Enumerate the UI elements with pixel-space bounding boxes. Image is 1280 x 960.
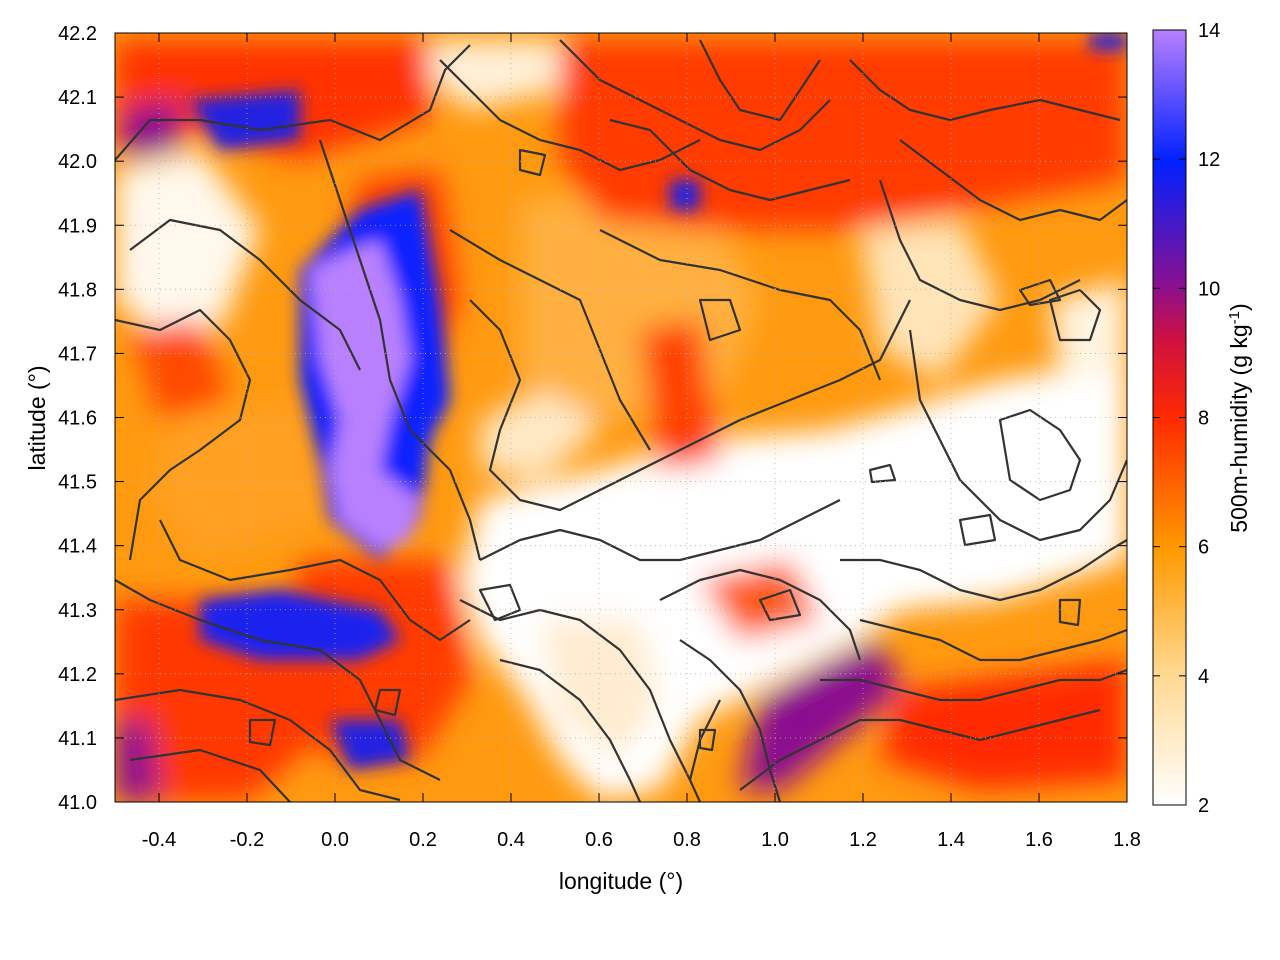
y-tick-label: 41.5 bbox=[58, 472, 97, 494]
x-tick-label: -0.4 bbox=[142, 829, 176, 851]
colorbar-ticks: 2 4 6 8 10 12 14 bbox=[1153, 20, 1220, 817]
x-tick-label: 0.8 bbox=[673, 829, 701, 851]
contour-line bbox=[1048, 288, 1102, 342]
x-tick-label: 1.6 bbox=[1025, 829, 1053, 851]
x-tick-label: 1.2 bbox=[849, 829, 877, 851]
contour-line bbox=[698, 728, 717, 752]
contour-line bbox=[599, 229, 882, 381]
colorbar-tick-label: 10 bbox=[1198, 278, 1220, 300]
contour-line bbox=[159, 519, 471, 642]
y-tick-label: 41.4 bbox=[58, 536, 97, 558]
contour-line bbox=[129, 218, 361, 371]
contour-line bbox=[373, 688, 402, 717]
contour-line bbox=[459, 599, 702, 802]
y-tick-label: 41.8 bbox=[58, 279, 97, 301]
elevation-contours bbox=[115, 39, 1127, 802]
y-tick-label: 42.0 bbox=[58, 151, 97, 173]
colorbar-tick-label: 8 bbox=[1198, 408, 1209, 430]
contour-line bbox=[849, 59, 1121, 122]
contour-line bbox=[115, 44, 471, 161]
x-tick-label: 0.6 bbox=[585, 829, 613, 851]
contour-line bbox=[958, 513, 997, 547]
contour-line bbox=[859, 618, 1127, 662]
contour-line bbox=[679, 639, 782, 802]
contour-line bbox=[698, 298, 742, 342]
contour-line bbox=[318, 139, 482, 561]
y-tick-label: 41.9 bbox=[58, 215, 97, 237]
contour-line bbox=[518, 148, 547, 177]
contour-line bbox=[739, 708, 1101, 791]
y-tick-label: 41.0 bbox=[58, 792, 97, 814]
contour-line bbox=[469, 299, 911, 512]
grid-lines bbox=[115, 32, 1128, 803]
contour-line bbox=[449, 229, 651, 451]
contour-line bbox=[878, 179, 1081, 312]
contour-line bbox=[129, 748, 291, 802]
x-axis-ticks: -0.4 -0.2 0.0 0.2 0.4 0.6 0.8 1.0 1.2 1.4 1.6 1.8 bbox=[142, 33, 1141, 851]
x-tick-label: 1.8 bbox=[1113, 829, 1141, 851]
contour-line bbox=[868, 463, 897, 484]
contour-line bbox=[1018, 278, 1062, 307]
contour-line bbox=[998, 408, 1082, 502]
y-tick-label: 41.1 bbox=[58, 728, 97, 750]
contour-line bbox=[840, 539, 1127, 602]
contour-line bbox=[820, 668, 1127, 702]
contour-line bbox=[248, 718, 277, 747]
x-axis-label: longitude (°) bbox=[559, 868, 683, 894]
y-axis-label: latitude (°) bbox=[24, 365, 50, 470]
y-tick-label: 41.3 bbox=[58, 600, 97, 622]
contour-line bbox=[115, 579, 441, 781]
contour-line bbox=[899, 139, 1127, 222]
colorbar-tick-label: 14 bbox=[1198, 20, 1220, 42]
heatmap-field-high bbox=[190, 33, 1127, 770]
x-tick-label: 1.0 bbox=[761, 829, 789, 851]
x-tick-label: 1.4 bbox=[937, 829, 965, 851]
colorbar-tick-label: 2 bbox=[1198, 795, 1209, 817]
x-tick-label: 0.2 bbox=[409, 829, 437, 851]
x-tick-label: -0.2 bbox=[230, 829, 264, 851]
contour-line bbox=[559, 39, 831, 152]
contour-line bbox=[1058, 598, 1082, 627]
contour-line bbox=[609, 118, 851, 202]
contour-line bbox=[439, 59, 701, 172]
colorbar: 2 4 6 8 10 12 14 500m-humidity (g kg-1) bbox=[1152, 20, 1252, 817]
contour-line bbox=[758, 588, 802, 622]
y-axis-ticks: 41.0 41.1 41.2 41.3 41.4 41.5 41.6 41.7 41.8 41.9… bbox=[58, 23, 1127, 814]
contour-line bbox=[908, 329, 1127, 542]
colorbar-tick-label: 12 bbox=[1198, 149, 1220, 171]
y-tick-label: 41.7 bbox=[58, 343, 97, 365]
x-tick-label: 0.0 bbox=[321, 829, 349, 851]
y-tick-label: 42.1 bbox=[58, 87, 97, 109]
x-tick-label: 0.4 bbox=[497, 829, 525, 851]
contour-line bbox=[115, 688, 401, 802]
colorbar-tick-label: 4 bbox=[1198, 666, 1209, 688]
colorbar-tick-label: 6 bbox=[1198, 537, 1209, 559]
y-tick-label: 41.2 bbox=[58, 664, 97, 686]
contour-line bbox=[699, 39, 821, 122]
y-tick-label: 42.2 bbox=[58, 23, 97, 45]
contour-line bbox=[499, 658, 642, 802]
y-tick-label: 41.6 bbox=[58, 408, 97, 430]
contour-line bbox=[659, 568, 862, 661]
contour-line bbox=[479, 499, 841, 562]
heatmap-field bbox=[115, 40, 1127, 802]
colorbar-label: 500m-humidity (g kg-1) bbox=[1226, 303, 1252, 532]
contour-line bbox=[115, 308, 252, 561]
